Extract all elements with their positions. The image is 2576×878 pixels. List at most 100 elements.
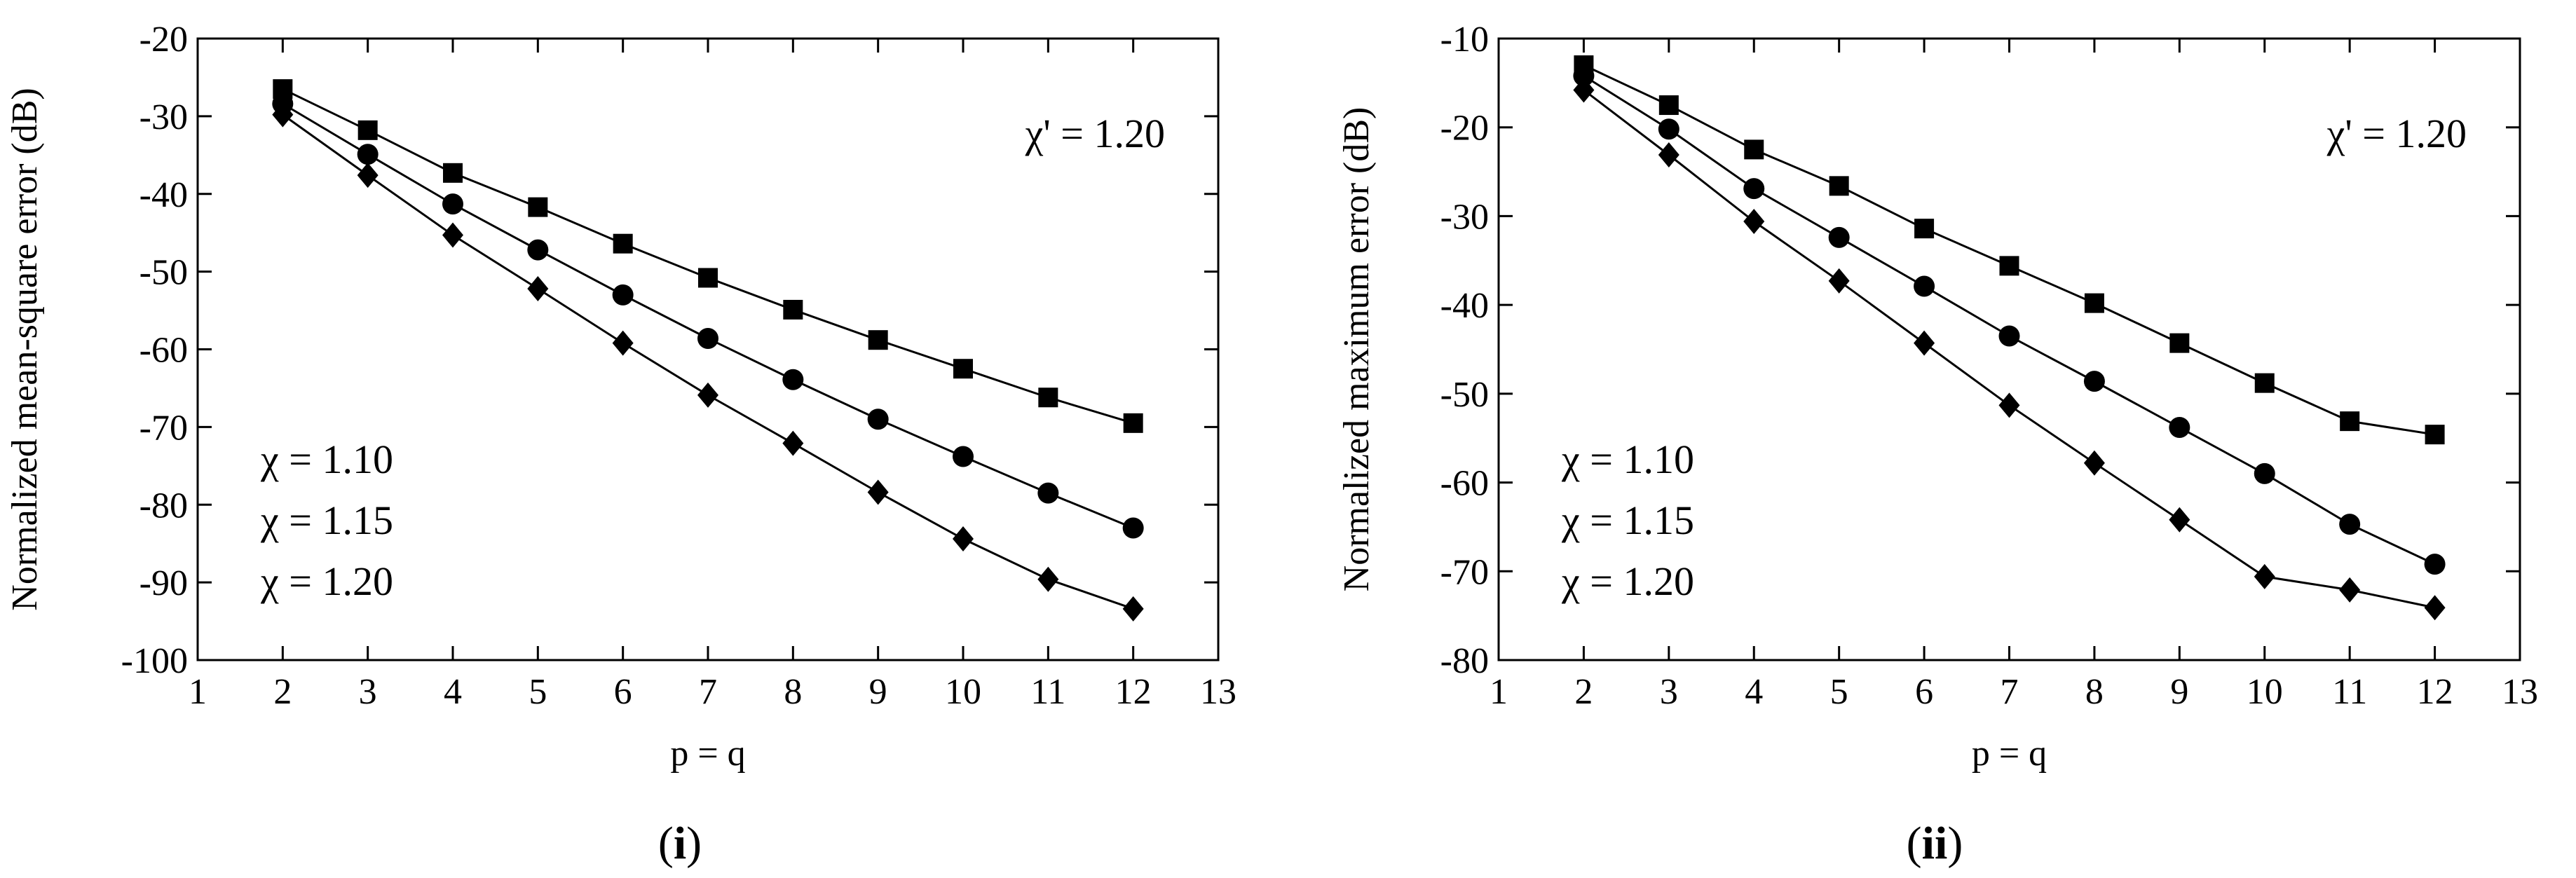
panel-label-close: ) (1947, 818, 1963, 869)
data-point-square (1829, 176, 1849, 196)
data-point-circle (1122, 517, 1144, 539)
x-tick-label: 12 (2417, 672, 2453, 712)
series-line-square (282, 88, 1134, 425)
x-tick-label: 9 (869, 672, 887, 712)
data-point-square (528, 197, 548, 217)
x-tick-label: 2 (1574, 672, 1593, 712)
data-point-diamond (612, 330, 634, 356)
data-point-diamond (1828, 268, 1850, 294)
data-point-circle (1998, 325, 2020, 347)
panel-label-open: ( (1907, 818, 1922, 869)
data-point-diamond (1658, 142, 1679, 167)
data-point-diamond (527, 276, 549, 302)
x-tick-label: 5 (1830, 672, 1848, 712)
data-point-circle (1828, 226, 1850, 248)
y-tick-label: -100 (121, 641, 188, 681)
data-point-square (2169, 333, 2190, 353)
data-point-diamond (782, 430, 804, 456)
panel-label-id: i (674, 818, 686, 869)
data-point-diamond (2169, 507, 2190, 533)
data-point-circle (782, 369, 804, 390)
x-tick-label: 13 (2502, 672, 2538, 712)
x-tick-label: 11 (2332, 672, 2367, 712)
data-point-square (868, 330, 888, 350)
panel-label: (ii) (1907, 818, 1963, 869)
y-tick-label: -20 (1440, 109, 1489, 149)
data-point-square (2425, 425, 2445, 445)
series-line-square (1583, 64, 2435, 436)
x-tick-label: 10 (945, 672, 981, 712)
data-point-circle (867, 409, 889, 430)
series-circle (272, 93, 1144, 539)
annotation-chi-1: χ = 1.10 (260, 437, 393, 482)
series-line-circle (282, 102, 1134, 529)
y-tick-label: -20 (139, 20, 188, 60)
annotation-chi-3: χ = 1.20 (260, 558, 393, 604)
panel-label-close: ) (686, 818, 702, 869)
data-point-circle (612, 284, 634, 306)
data-point-diamond (697, 382, 718, 408)
data-point-square (1123, 413, 1143, 433)
data-point-diamond (1037, 566, 1059, 592)
data-point-circle (697, 327, 718, 349)
data-point-diamond (1743, 209, 1765, 235)
y-tick-label: -10 (1440, 20, 1489, 60)
x-tick-label: 1 (189, 672, 207, 712)
x-tick-label: 4 (444, 672, 462, 712)
data-point-square (1914, 219, 1935, 239)
data-point-square (783, 299, 803, 320)
y-tick-label: -80 (139, 486, 188, 526)
annotation-chi-prime: χ' = 1.20 (2326, 111, 2467, 156)
x-axis-title: p = q (670, 734, 745, 774)
x-axis: 1 2 3 4 5 6 7 8 9 10 11 12 13 (1490, 39, 2538, 712)
data-point-diamond (272, 102, 294, 128)
x-axis-title: p = q (1972, 734, 2047, 774)
data-point-circle (1573, 65, 1595, 87)
y-tick-label: -40 (139, 175, 188, 215)
x-tick-label: 8 (784, 672, 802, 712)
x-tick-label: 7 (2001, 672, 2019, 712)
data-point-square (2254, 373, 2275, 393)
data-point-diamond (442, 222, 463, 248)
data-point-square (1999, 256, 2019, 276)
data-point-square (2084, 293, 2104, 313)
series-diamond (272, 102, 1144, 622)
data-point-circle (2169, 417, 2190, 439)
data-point-circle (442, 193, 463, 215)
data-point-diamond (867, 479, 889, 505)
x-tick-label: 8 (2085, 672, 2104, 712)
y-tick-label: -60 (1440, 464, 1489, 504)
y-tick-label: -40 (1440, 286, 1489, 326)
x-tick-label: 12 (1115, 672, 1152, 712)
x-tick-label: 6 (1915, 672, 1933, 712)
x-tick-label: 3 (359, 672, 377, 712)
y-tick-label: -60 (139, 331, 188, 371)
data-point-square (698, 268, 718, 288)
data-point-diamond (1914, 330, 1935, 356)
annotation-chi-1: χ = 1.10 (1561, 437, 1694, 482)
panel-label-id: ii (1922, 818, 1948, 869)
y-axis: -20 -30 -40 -50 -60 -70 -80 -90 -100 (121, 20, 1218, 681)
y-tick-label: -70 (139, 408, 188, 448)
data-point-diamond (1998, 392, 2020, 418)
data-point-square (357, 120, 378, 140)
data-point-diamond (2083, 450, 2105, 476)
panel-label: (i) (658, 818, 702, 869)
y-tick-label: -50 (139, 253, 188, 293)
data-point-diamond (2339, 577, 2361, 603)
x-axis: 1 2 3 4 5 6 7 8 9 10 11 12 13 (189, 39, 1236, 712)
y-tick-label: -90 (139, 563, 188, 603)
series-line-diamond (1583, 89, 2435, 609)
y-axis-title: Normalized mean-square error (dB) (5, 88, 45, 610)
data-point-circle (2424, 554, 2446, 575)
y-tick-label: -30 (139, 97, 188, 137)
series-line-diamond (282, 114, 1134, 610)
y-tick-label: -30 (1440, 197, 1489, 237)
data-point-circle (2083, 371, 2105, 392)
data-point-diamond (2424, 595, 2446, 621)
x-tick-label: 4 (1745, 672, 1763, 712)
data-point-circle (2254, 462, 2275, 484)
data-point-circle (1037, 482, 1059, 504)
chart-panel-1: 1 2 3 4 5 6 7 8 9 10 11 12 13-20-30-40-50-60-70-80-9… (5, 20, 1236, 869)
